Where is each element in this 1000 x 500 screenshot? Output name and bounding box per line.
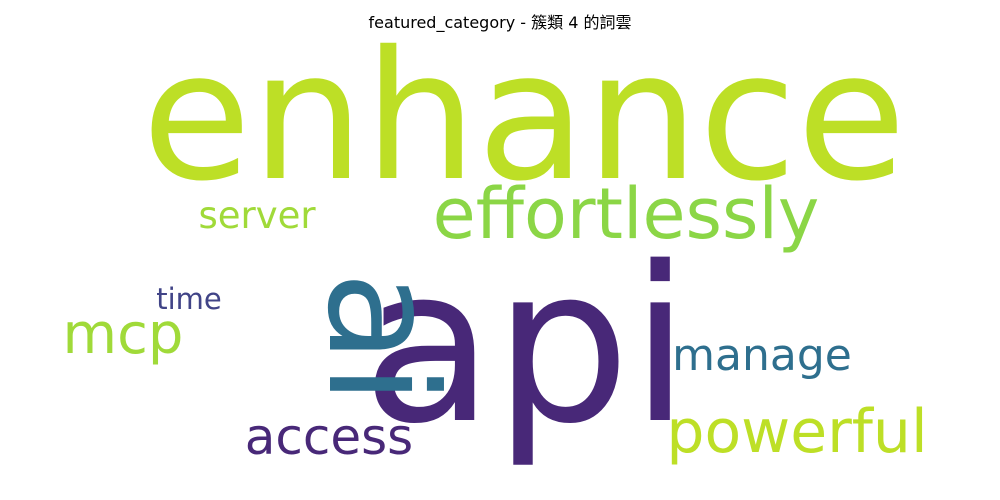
word-time: time	[156, 282, 222, 316]
word-powerful: powerful	[666, 397, 927, 467]
word-manage: manage	[672, 330, 852, 381]
word-server: server	[198, 194, 316, 237]
word-enhance: enhance	[142, 13, 906, 220]
word-access: access	[245, 408, 413, 466]
word-api: api	[362, 220, 690, 471]
word-mcp: mcp	[63, 302, 184, 367]
chart-title: featured_category - 簇類 4 的詞雲	[368, 13, 632, 32]
word-effortlessly: effortlessly	[433, 173, 820, 255]
word-ai: ai	[294, 271, 468, 405]
